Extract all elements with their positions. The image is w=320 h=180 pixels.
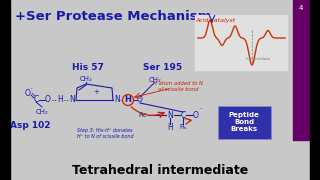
- Text: O: O: [25, 89, 31, 98]
- Bar: [293, 0, 310, 140]
- Text: Rᴄ: Rᴄ: [139, 112, 147, 118]
- Bar: [0, 0, 10, 180]
- Text: Rₙ: Rₙ: [179, 124, 187, 130]
- Text: H: H: [57, 96, 63, 105]
- Bar: [310, 0, 320, 180]
- Bar: [195, 15, 287, 70]
- Text: 4: 4: [299, 5, 303, 11]
- Text: CH₂: CH₂: [148, 77, 161, 83]
- Text: Ser 195: Ser 195: [143, 62, 183, 71]
- Text: CH₂: CH₂: [36, 109, 48, 115]
- Text: N: N: [69, 96, 75, 105]
- Text: O: O: [137, 96, 143, 105]
- Text: O: O: [45, 96, 51, 105]
- Text: His 57: His 57: [72, 62, 104, 71]
- Text: C: C: [33, 96, 39, 105]
- Text: +: +: [93, 89, 100, 95]
- Text: N: N: [114, 96, 120, 105]
- Text: ⁻: ⁻: [30, 89, 33, 93]
- Text: Asp 102: Asp 102: [10, 120, 50, 129]
- Text: O: O: [193, 111, 199, 120]
- FancyBboxPatch shape: [218, 105, 270, 138]
- Text: Intermediate: Intermediate: [245, 57, 271, 61]
- Text: ⁻: ⁻: [200, 108, 203, 113]
- Text: Peptide
Bond
Breaks: Peptide Bond Breaks: [228, 112, 260, 132]
- Text: H atom added to N
of scissile bond: H atom added to N of scissile bond: [153, 81, 203, 92]
- Text: Tetrahedral intermediate: Tetrahedral intermediate: [72, 163, 248, 177]
- Text: H: H: [167, 123, 173, 132]
- Text: Acid catalyst: Acid catalyst: [195, 18, 235, 23]
- Text: Step 3: His-H⁺ donates
H⁺ to N of scissile bond: Step 3: His-H⁺ donates H⁺ to N of scissi…: [77, 128, 133, 139]
- Text: CH₂: CH₂: [80, 76, 92, 82]
- Text: +Ser Protease Mechanism: +Ser Protease Mechanism: [15, 10, 212, 23]
- Text: N: N: [167, 111, 173, 120]
- Text: H: H: [124, 96, 132, 105]
- Text: C: C: [180, 111, 186, 120]
